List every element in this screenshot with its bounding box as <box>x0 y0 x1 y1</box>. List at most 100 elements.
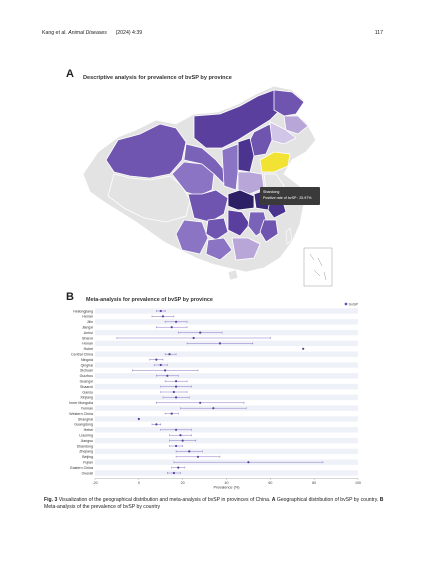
running-header: Kang et al. Animal Diseases (2024) 4:39 <box>42 30 142 36</box>
caption-a-text: Geographical distribution of bvSP by cou… <box>275 497 380 503</box>
estimate-point <box>174 428 178 431</box>
header-volume: (2024) 4:39 <box>115 30 143 36</box>
caption-b-text: Meta-analysis of the prevalence of bvSP … <box>44 504 160 510</box>
map-tooltip: Shandong Positive rate of bvSP : 25.97% <box>260 187 320 205</box>
map-region-sichuan <box>187 189 229 223</box>
row-label: Jiangxi <box>82 326 93 330</box>
row-band <box>95 351 358 357</box>
header-authors: Kang et al. <box>42 30 67 36</box>
estimate-point <box>302 347 305 350</box>
map-region-hainan <box>227 269 239 281</box>
row-label: Shandong <box>77 444 93 448</box>
x-tick-label: 80 <box>312 481 316 485</box>
x-tick-label: 40 <box>225 481 229 485</box>
estimate-point <box>155 358 158 361</box>
estimate-point <box>166 374 169 377</box>
map-region-xinjiang <box>105 123 187 179</box>
row-label: Inner Mongolia <box>69 401 93 405</box>
panel-b-letter: B <box>66 291 74 303</box>
estimate-point <box>199 331 202 334</box>
estimate-point <box>174 320 178 323</box>
caption-a-label: A <box>271 497 276 503</box>
estimate-point <box>170 412 173 415</box>
map-region-guizhou <box>205 217 229 241</box>
row-label: Gansu <box>82 390 93 394</box>
estimate-point <box>181 439 184 442</box>
caption-b-label: B <box>379 497 384 503</box>
map-region-qinghai <box>171 161 215 197</box>
map-region-shaanxi <box>221 143 239 191</box>
map-region-guangdong <box>231 237 261 261</box>
row-band <box>95 383 358 390</box>
row-label: Yunnan <box>81 407 93 411</box>
estimate-point <box>196 455 200 458</box>
estimate-point <box>170 326 173 329</box>
row-label: Shanghai <box>78 417 93 421</box>
x-tick-label: 60 <box>268 481 272 485</box>
row-band <box>95 470 358 476</box>
row-label: Henan <box>82 315 93 319</box>
x-axis-label: Prevalence (%) <box>214 485 241 489</box>
legend-label: bvSP <box>349 303 359 307</box>
legend-marker <box>344 302 348 306</box>
row-band <box>95 329 358 336</box>
row-label: Liaoning <box>79 434 93 438</box>
row-band <box>95 437 358 444</box>
header-journal: Animal Diseases <box>68 30 107 36</box>
row-band <box>95 319 358 325</box>
estimate-point <box>174 396 178 399</box>
row-label: Jiangsu <box>81 439 93 443</box>
tooltip-province: Shandong <box>263 190 280 194</box>
caption-text: Visualization of the geographical distri… <box>57 497 272 503</box>
estimate-point <box>192 336 195 340</box>
row-label: Shanxi <box>82 336 93 340</box>
row-band <box>95 416 358 422</box>
row-label: Sichuan <box>80 369 93 373</box>
estimate-point <box>212 407 215 410</box>
map-region-inner-mongolia <box>193 89 289 149</box>
x-tick-label: 0 <box>138 481 140 485</box>
south-china-sea-inset <box>303 247 333 287</box>
panel-a-letter: A <box>66 68 74 80</box>
row-label: Western China <box>69 412 93 416</box>
row-band <box>95 373 358 379</box>
row-label: Fujian <box>83 461 93 465</box>
map-region-guangxi <box>205 237 233 261</box>
x-tick-label: -20 <box>92 481 97 485</box>
estimate-point <box>155 423 158 426</box>
estimate-point <box>247 461 250 464</box>
caption-label: Fig. 3 <box>44 497 58 503</box>
estimate-point <box>177 466 180 469</box>
inset-islands <box>309 253 327 281</box>
row-label: Beijing <box>82 455 93 459</box>
map-region-hubei <box>227 189 255 211</box>
map-region-heilongjiang <box>273 89 305 117</box>
row-label: Jilin <box>87 320 93 324</box>
row-label: Guangxi <box>80 380 94 384</box>
figure-caption: Fig. 3 Visualization of the geographical… <box>44 497 389 511</box>
estimate-point <box>159 309 162 313</box>
map-title: Descriptive analysis for prevalence of b… <box>83 75 232 81</box>
row-label: Xinjiang <box>80 396 93 400</box>
estimate-point <box>174 444 178 448</box>
map-region-tibet <box>107 173 191 223</box>
forest-plot-title: Meta-analysis for prevalence of bvSP by … <box>86 297 213 303</box>
x-tick-label: 20 <box>181 481 185 485</box>
page-number: 117 <box>374 30 383 36</box>
row-label: Ningxia <box>81 358 93 362</box>
tooltip-value: Positive rate of bvSP : 25.97% <box>263 196 312 200</box>
estimate-point <box>161 315 165 318</box>
row-label: Qinghai <box>81 363 94 367</box>
estimate-point <box>172 390 175 394</box>
estimate-point <box>199 401 202 404</box>
map-region-jilin <box>283 115 309 135</box>
row-label: Heilongjiang <box>73 309 93 313</box>
estimate-point <box>172 471 175 475</box>
row-band <box>95 427 358 433</box>
row-label: Anhui <box>84 331 93 335</box>
row-label: Guizhou <box>80 374 93 378</box>
row-label: Guangdong <box>74 423 93 427</box>
row-label: Shaanxi <box>80 385 93 389</box>
estimate-point <box>174 385 178 388</box>
